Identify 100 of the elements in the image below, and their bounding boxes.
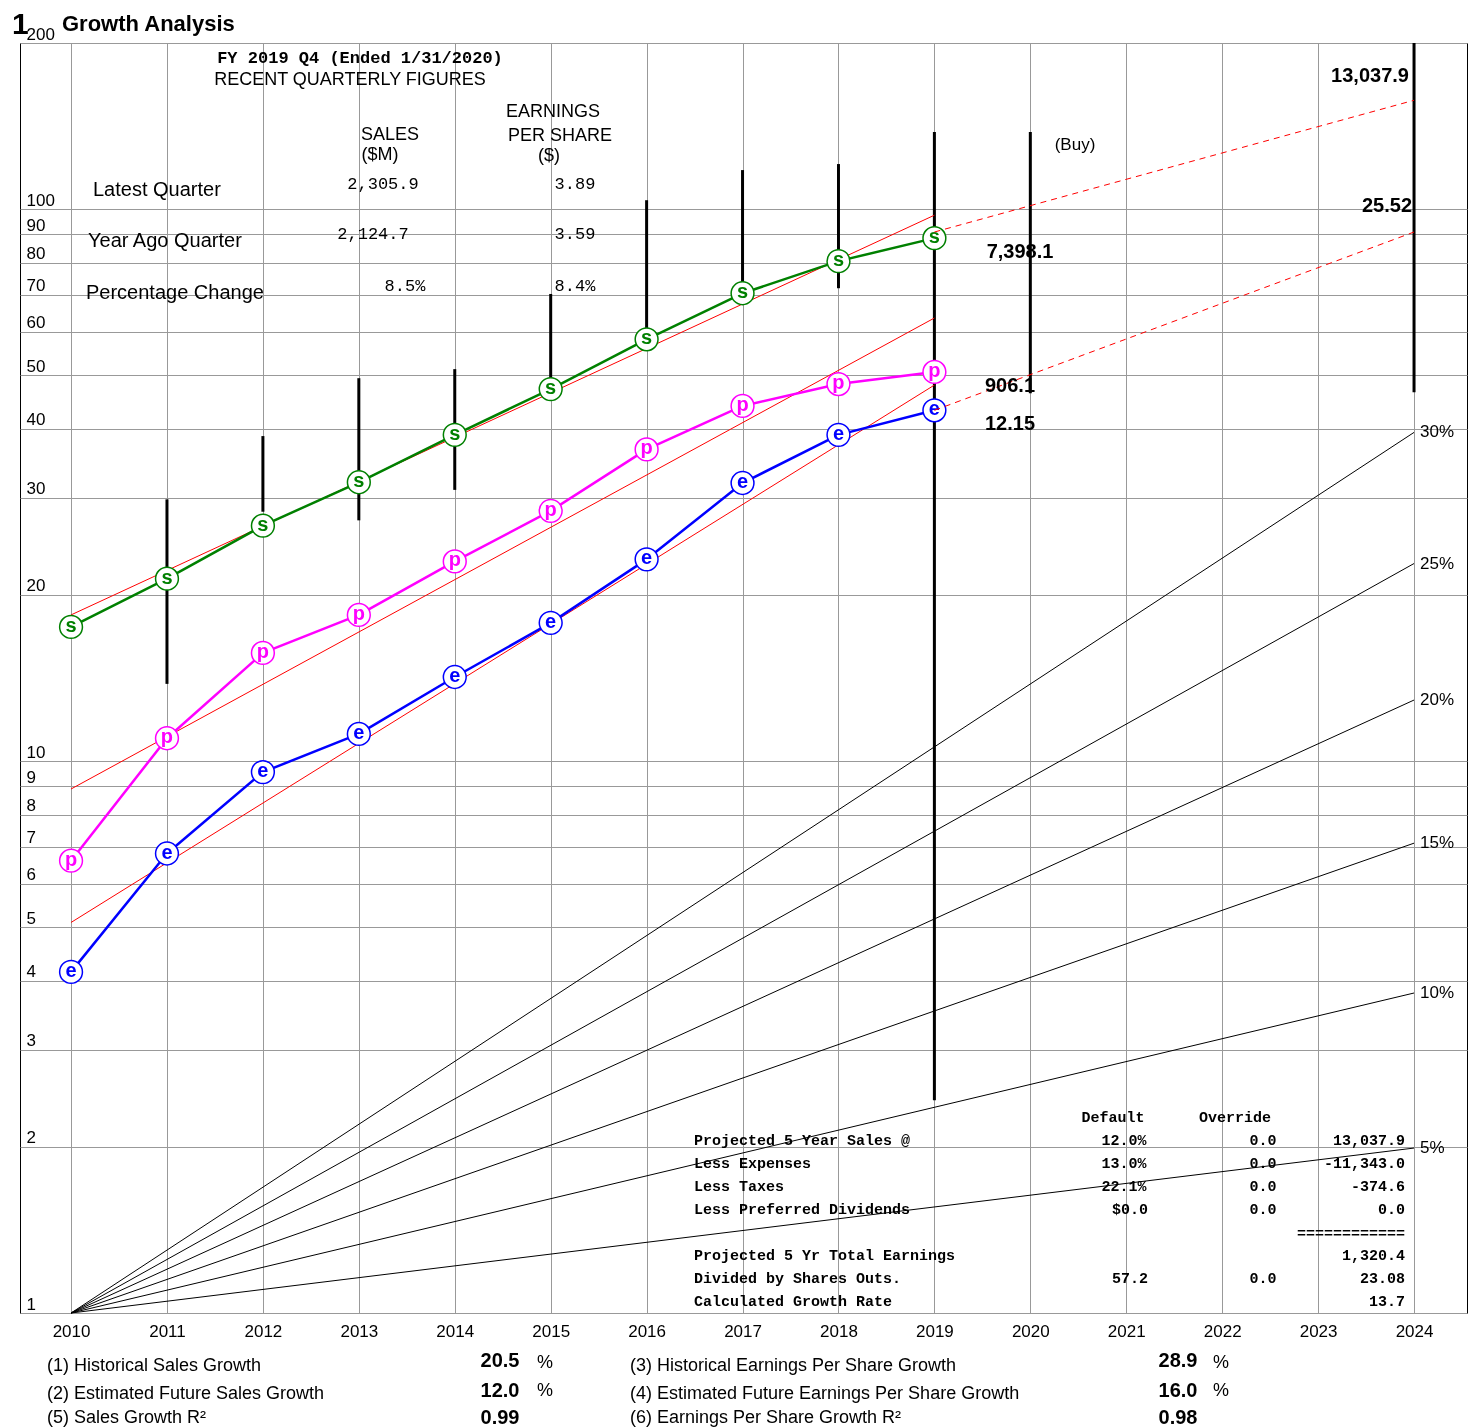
annotation: 13.0%: [1101, 1156, 1148, 1173]
text: e: [928, 397, 940, 420]
y-tick-label: 10: [26, 742, 46, 762]
annotation: Calculated Growth Rate: [694, 1294, 893, 1311]
annotation: 57.2: [1111, 1271, 1149, 1288]
text: 28.9: [1158, 1349, 1198, 1371]
text: e: [353, 720, 365, 743]
annotation: 13,037.9: [1331, 64, 1409, 86]
x-tick-label: 2014: [436, 1321, 475, 1341]
text: %: [536, 1380, 554, 1400]
text: 0.98: [1158, 1406, 1198, 1428]
chart-subtitle: FY 2019 Q4 (Ended 1/31/2020): [217, 49, 503, 68]
text: e: [736, 470, 749, 493]
text: (5) Sales Growth R²: [47, 1407, 207, 1427]
text: e: [832, 421, 845, 444]
text: e: [161, 840, 173, 863]
text: s: [449, 421, 461, 444]
y-tick-label: 90: [26, 215, 46, 235]
text: p: [64, 847, 78, 870]
y-tick-label: 3: [26, 1031, 36, 1051]
y-tick-label: 200: [26, 24, 55, 44]
annotation: Year Ago Quarter: [88, 229, 243, 251]
y-tick-label: 1: [26, 1294, 36, 1314]
text: s: [65, 613, 77, 636]
text: p: [544, 497, 557, 520]
x-tick-label: 2013: [340, 1321, 379, 1341]
x-tick-label: 2024: [1395, 1321, 1434, 1341]
x-tick-label: 2010: [52, 1321, 91, 1341]
y-tick-label: 100: [26, 190, 55, 210]
annotation: 0.0: [1249, 1133, 1277, 1150]
x-tick-label: 2011: [149, 1321, 186, 1341]
x-tick-label: 2020: [1011, 1321, 1050, 1341]
y-tick-label: 5: [26, 908, 36, 928]
y-tick-label: 9: [26, 767, 36, 787]
y-tick-label: 4: [26, 962, 36, 982]
text: 20.5: [480, 1349, 520, 1371]
text: p: [160, 725, 174, 748]
annotation: 23.08: [1359, 1271, 1405, 1288]
text: e: [449, 664, 461, 687]
annotation: Less Taxes: [694, 1179, 785, 1196]
text: e: [65, 958, 77, 981]
annotation: 0.0: [1249, 1202, 1277, 1219]
annotation: Divided by Shares Outs.: [694, 1271, 902, 1288]
annotation: (Buy): [1054, 135, 1096, 154]
series-label: s: [736, 280, 749, 303]
annotation: RECENT QUARTERLY FIGURES: [214, 69, 486, 89]
x-tick-label: 2019: [915, 1321, 954, 1341]
y-tick-label: 20: [26, 576, 46, 596]
annotation: 12.0%: [1101, 1133, 1148, 1150]
series-label: 10%: [1420, 983, 1455, 1002]
annotation: 8.4%: [554, 277, 597, 296]
y-tick-label: 30: [26, 479, 46, 499]
y-tick-label: 80: [26, 244, 46, 264]
annotation: EARNINGS: [505, 101, 601, 121]
text: %: [536, 1352, 554, 1372]
series-label: 25%: [1420, 553, 1455, 573]
x-tick-label: 2015: [532, 1321, 571, 1341]
annotation: 1,320.4: [1341, 1248, 1405, 1265]
annotation: Latest Quarter: [93, 178, 222, 200]
series-label: e: [257, 759, 269, 782]
x-tick-label: 2022: [1203, 1321, 1242, 1341]
annotation: 0.0: [1249, 1179, 1277, 1196]
annotation: 25.52: [1361, 194, 1413, 216]
y-tick-label: 40: [26, 410, 46, 430]
x-tick-label: 2016: [628, 1321, 667, 1341]
annotation: 0.0: [1249, 1271, 1277, 1288]
y-tick-label: 6: [26, 865, 36, 885]
annotation: ($): [538, 145, 560, 165]
text: (3) Historical Earnings Per Share Growth: [630, 1355, 957, 1375]
series-label: 15%: [1420, 833, 1455, 853]
x-tick-label: 2023: [1299, 1321, 1338, 1341]
chart-title: Growth Analysis: [62, 11, 235, 36]
text: p: [448, 548, 461, 571]
text: p: [736, 392, 749, 415]
text: s: [832, 248, 845, 271]
annotation: ============: [1296, 1226, 1405, 1243]
annotation: 13.7: [1368, 1294, 1405, 1311]
annotation: 0.0: [1377, 1202, 1405, 1219]
text: p: [832, 371, 845, 394]
text: e: [545, 609, 557, 632]
annotation: 2,124.7: [337, 225, 409, 244]
x-tick-label: 2012: [244, 1321, 283, 1341]
x-tick-label: 2017: [724, 1321, 762, 1341]
text: p: [640, 436, 653, 459]
series-label: 5%: [1420, 1138, 1445, 1158]
series-label: p: [256, 639, 270, 662]
series-label: 20%: [1420, 690, 1455, 710]
text: 0.99: [480, 1406, 520, 1428]
annotation: PER SHARE: [507, 125, 613, 145]
annotation: Percentage Change: [86, 281, 264, 303]
text: s: [928, 225, 940, 248]
text: s: [545, 376, 557, 399]
annotation: 3.89: [554, 175, 596, 194]
text: (4) Estimated Future Earnings Per Share Growth: [630, 1383, 1020, 1403]
annotation: SALES: [360, 124, 420, 144]
text: %: [1212, 1380, 1230, 1400]
text: 16.0: [1158, 1379, 1198, 1401]
annotation: Default: [1081, 1110, 1145, 1127]
text: p: [928, 358, 941, 381]
annotation: 22.1%: [1101, 1179, 1148, 1196]
